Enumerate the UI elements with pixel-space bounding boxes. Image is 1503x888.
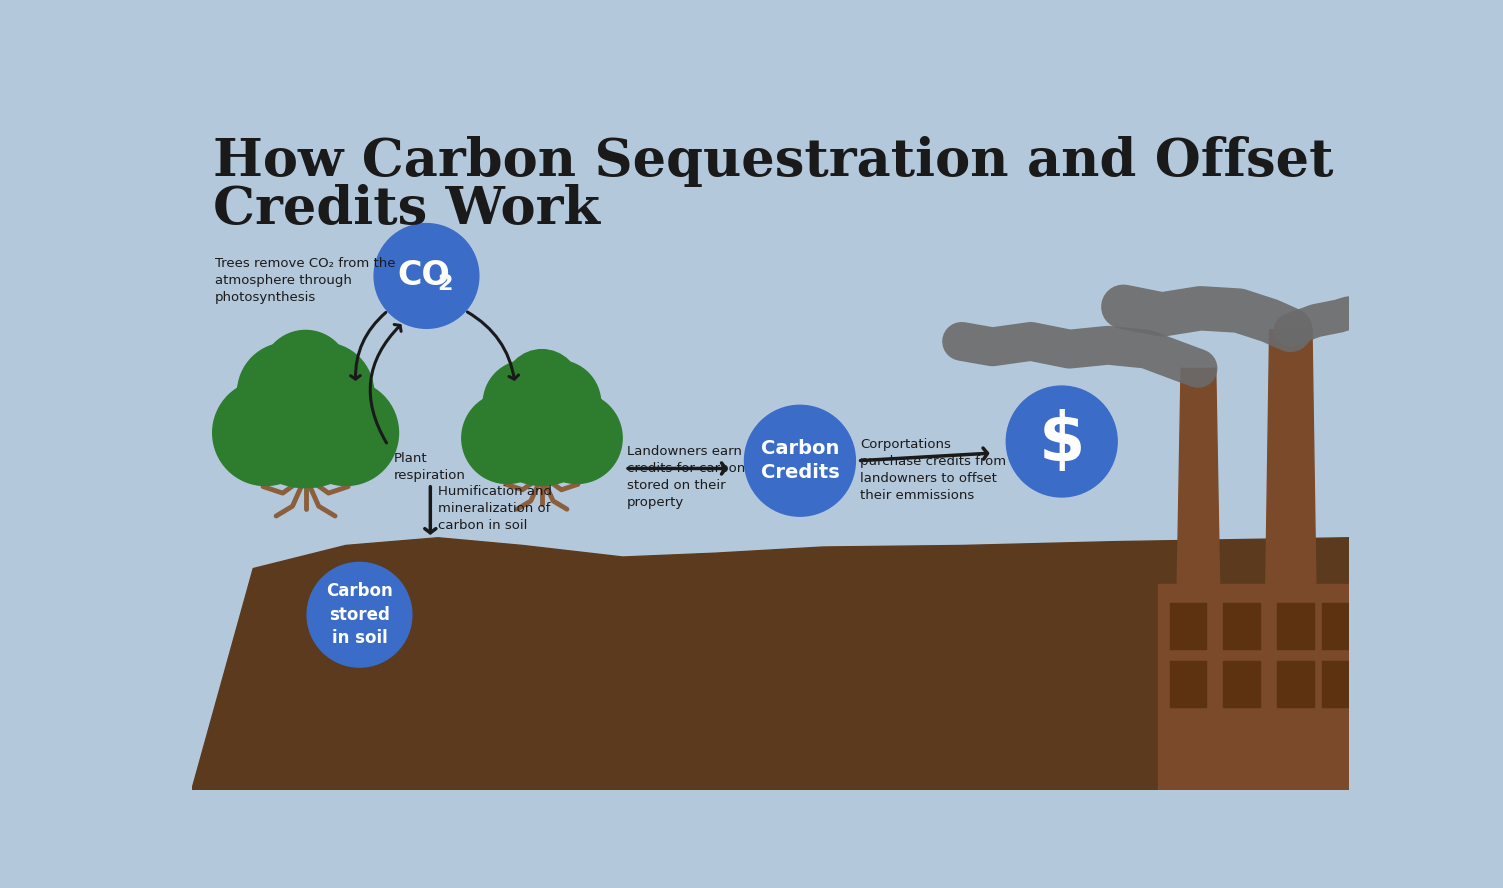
Circle shape [744, 405, 855, 516]
Circle shape [531, 392, 622, 483]
Polygon shape [1177, 369, 1219, 584]
Text: Carbon
Credits: Carbon Credits [761, 440, 839, 482]
Text: Credits Work: Credits Work [213, 184, 600, 234]
Text: CO: CO [397, 259, 449, 292]
Text: Corportations
purchase credits from
landowners to offset
their emmissions: Corportations purchase credits from land… [860, 438, 1006, 502]
Bar [1323, 603, 1359, 649]
Bar [1323, 661, 1359, 707]
Text: 2: 2 [437, 274, 452, 294]
Circle shape [274, 343, 374, 442]
Bar [1223, 661, 1261, 707]
Circle shape [237, 343, 337, 442]
Circle shape [233, 341, 379, 488]
Text: How Carbon Sequestration and Offset: How Carbon Sequestration and Offset [213, 136, 1333, 186]
Circle shape [293, 380, 398, 486]
Bar [1278, 603, 1314, 649]
Polygon shape [191, 538, 1350, 790]
Circle shape [504, 350, 580, 425]
Polygon shape [286, 437, 326, 477]
Circle shape [262, 330, 350, 418]
Polygon shape [1266, 329, 1315, 584]
Text: Plant
respiration: Plant respiration [394, 451, 466, 481]
Text: Carbon
stored
in soil: Carbon stored in soil [326, 583, 392, 647]
Text: Humification and
mineralization of
carbon in soil: Humification and mineralization of carbo… [437, 486, 552, 533]
Circle shape [479, 359, 606, 486]
Text: Landowners earn
credits for carbon
stored on their
property: Landowners earn credits for carbon store… [627, 446, 745, 510]
Bar [1278, 661, 1314, 707]
Bar [1169, 661, 1207, 707]
Circle shape [1007, 386, 1117, 497]
Text: $: $ [1039, 408, 1085, 474]
Bar [1169, 603, 1207, 649]
Circle shape [484, 361, 570, 447]
Circle shape [374, 224, 479, 329]
Bar [1223, 603, 1261, 649]
Circle shape [307, 562, 412, 667]
Circle shape [461, 392, 553, 483]
Polygon shape [525, 441, 559, 476]
Circle shape [516, 361, 601, 447]
Circle shape [213, 380, 319, 486]
Text: Trees remove CO₂ from the
atmosphere through
photosynthesis: Trees remove CO₂ from the atmosphere thr… [215, 257, 395, 304]
Polygon shape [1157, 584, 1350, 790]
